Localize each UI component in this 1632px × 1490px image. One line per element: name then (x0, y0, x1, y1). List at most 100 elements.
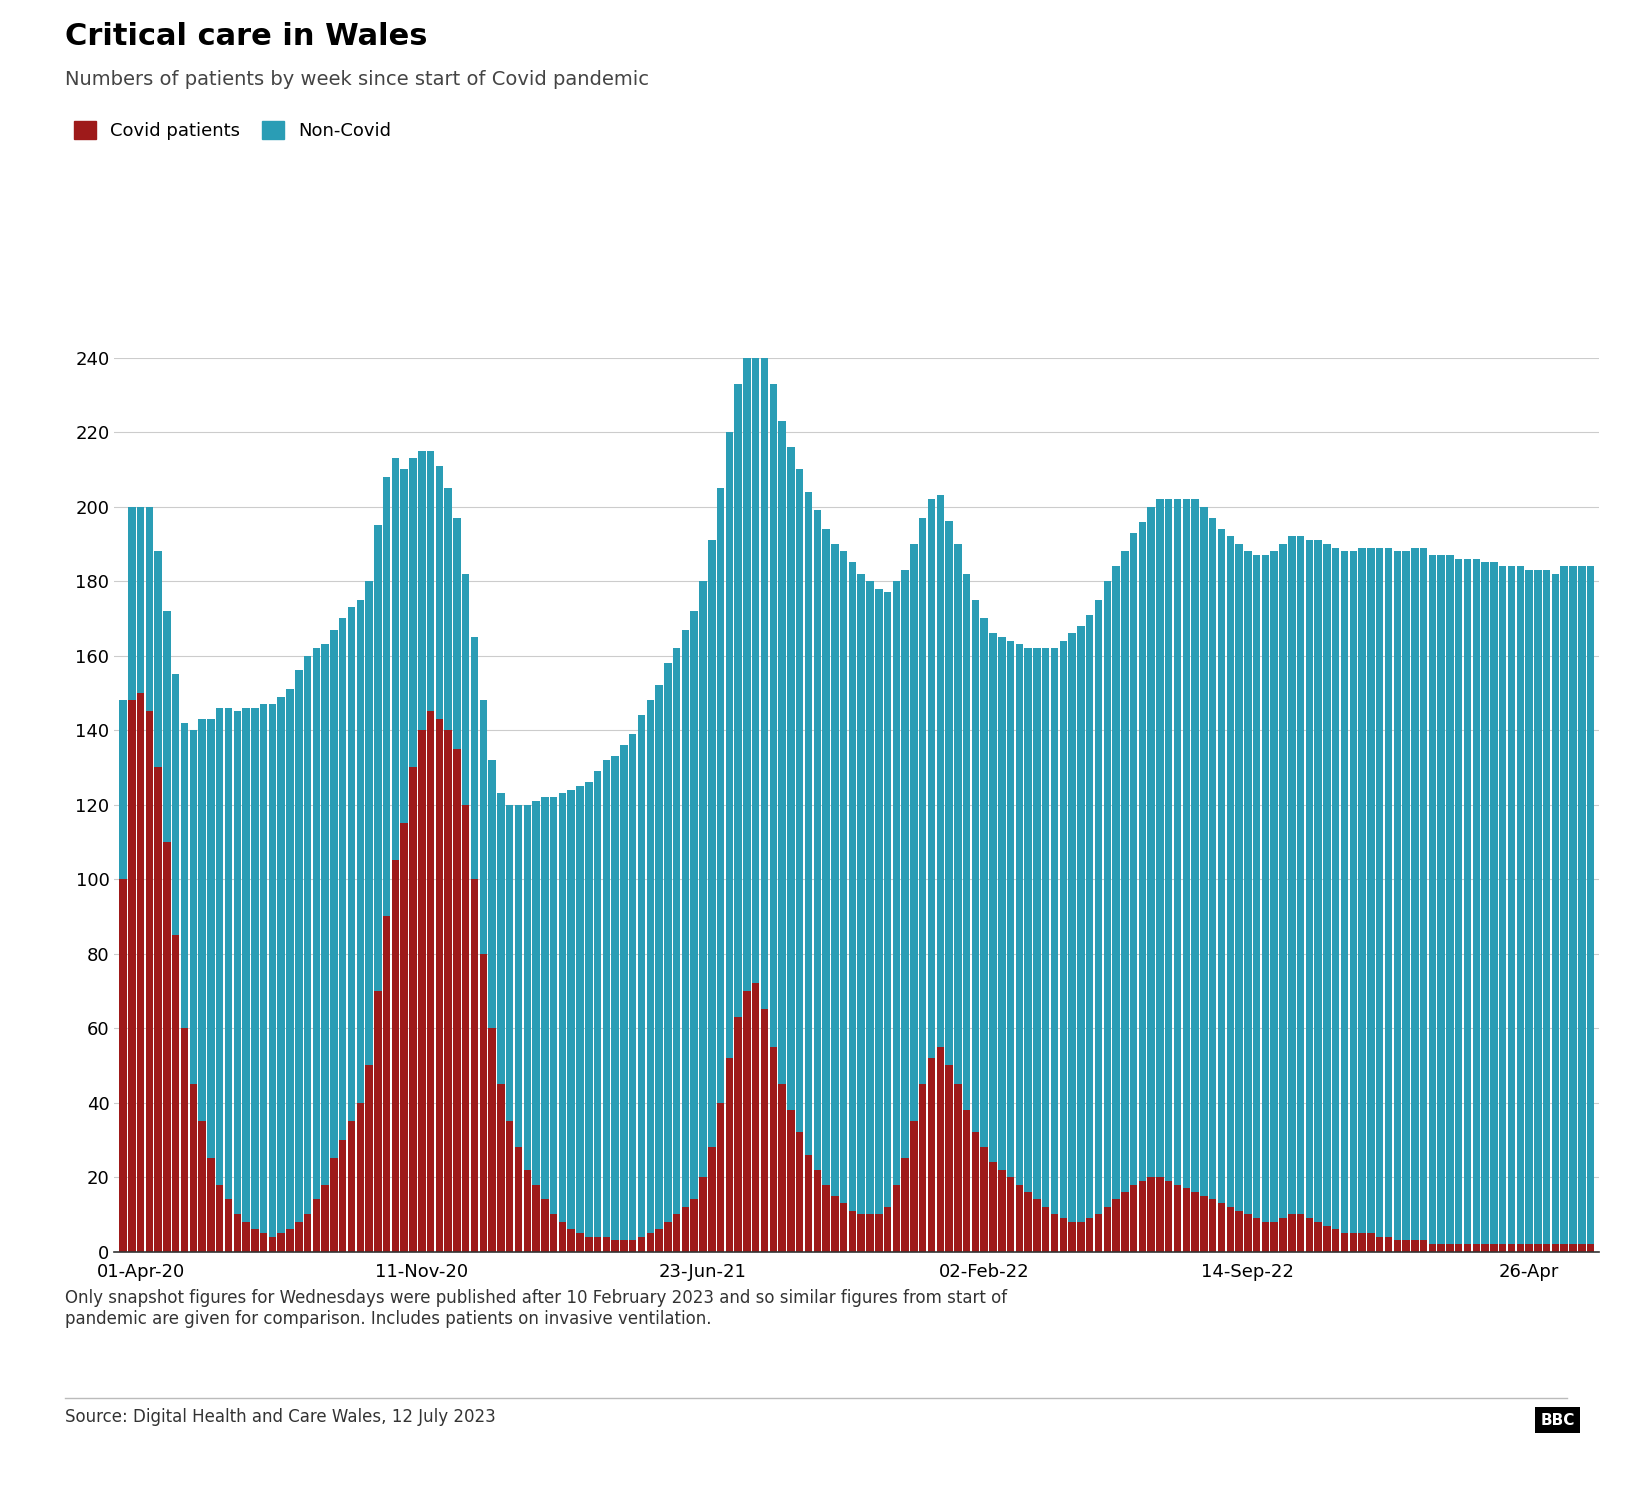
Bar (163, 842, 171, 1252)
Bar (277, 696, 286, 1234)
Bar (269, 1237, 276, 1252)
Bar (796, 1132, 803, 1252)
Bar (366, 1065, 372, 1252)
Bar (893, 1185, 901, 1252)
Bar (787, 1110, 795, 1252)
Bar (1103, 581, 1111, 1207)
Bar (189, 1085, 197, 1252)
Bar (1059, 1219, 1067, 1252)
Bar (656, 685, 663, 1229)
Bar (384, 916, 390, 1252)
Bar (1570, 1244, 1577, 1252)
Bar (1209, 1199, 1216, 1252)
Bar (805, 492, 813, 1155)
Bar (1420, 1240, 1428, 1252)
Bar (1428, 554, 1436, 1244)
Bar (646, 1234, 654, 1252)
Bar (532, 1185, 540, 1252)
Bar (119, 700, 127, 879)
Bar (743, 350, 751, 991)
Bar (1482, 562, 1488, 1244)
Bar (1358, 547, 1366, 1234)
Bar (1113, 566, 1120, 1199)
Bar (1033, 1199, 1041, 1252)
Bar (410, 457, 416, 767)
Text: Source: Digital Health and Care Wales, 12 July 2023: Source: Digital Health and Care Wales, 1… (65, 1408, 496, 1426)
Bar (682, 629, 689, 1207)
Bar (1129, 1185, 1138, 1252)
Bar (470, 638, 478, 879)
Bar (444, 489, 452, 730)
Bar (893, 581, 901, 1185)
Bar (823, 1185, 829, 1252)
Bar (1077, 1222, 1085, 1252)
Bar (259, 703, 268, 1234)
Bar (163, 611, 171, 842)
Bar (1069, 1222, 1075, 1252)
Bar (1350, 551, 1358, 1234)
Bar (1516, 1244, 1524, 1252)
Bar (251, 708, 258, 1229)
Bar (857, 1214, 865, 1252)
Bar (726, 432, 733, 1058)
Bar (1472, 1244, 1480, 1252)
Bar (550, 1214, 558, 1252)
Bar (1420, 547, 1428, 1240)
Bar (392, 457, 400, 860)
Bar (1262, 554, 1270, 1222)
Bar (867, 581, 873, 1214)
Bar (971, 599, 979, 1132)
Bar (568, 790, 574, 1229)
Bar (1033, 648, 1041, 1199)
Bar (1200, 1195, 1208, 1252)
Bar (322, 1185, 330, 1252)
Bar (885, 1207, 891, 1252)
Bar (1394, 551, 1400, 1240)
Bar (418, 450, 426, 730)
Bar (171, 673, 180, 936)
Bar (1332, 547, 1340, 1229)
Bar (1288, 1214, 1296, 1252)
Bar (436, 465, 444, 720)
Bar (558, 1222, 566, 1252)
Bar (374, 991, 382, 1252)
Bar (1578, 1244, 1586, 1252)
Bar (638, 715, 645, 1237)
Bar (444, 730, 452, 1252)
Bar (805, 1155, 813, 1252)
Bar (269, 703, 276, 1237)
Bar (770, 1046, 777, 1252)
Bar (981, 1147, 987, 1252)
Bar (1262, 1222, 1270, 1252)
Bar (1508, 566, 1514, 1244)
Bar (1244, 1214, 1252, 1252)
Bar (999, 1170, 1005, 1252)
Bar (1384, 1237, 1392, 1252)
Bar (612, 1240, 619, 1252)
Bar (1332, 1229, 1340, 1252)
Bar (1342, 551, 1348, 1234)
Bar (989, 633, 997, 1162)
Bar (1402, 551, 1410, 1240)
Bar (1041, 648, 1049, 1207)
Bar (576, 1234, 584, 1252)
Bar (558, 793, 566, 1222)
Bar (1534, 1244, 1542, 1252)
Bar (981, 618, 987, 1147)
Bar (1376, 1237, 1384, 1252)
Bar (462, 805, 470, 1252)
Bar (602, 760, 610, 1237)
Bar (1297, 536, 1304, 1214)
Bar (1412, 547, 1418, 1240)
Bar (1007, 641, 1015, 1177)
Bar (313, 1199, 320, 1252)
Bar (215, 708, 224, 1185)
Bar (542, 797, 548, 1199)
Bar (901, 1159, 909, 1252)
Bar (1314, 1222, 1322, 1252)
Bar (963, 1110, 971, 1252)
Bar (955, 1085, 961, 1252)
Bar (1200, 507, 1208, 1195)
Bar (524, 1170, 530, 1252)
Bar (620, 1240, 628, 1252)
